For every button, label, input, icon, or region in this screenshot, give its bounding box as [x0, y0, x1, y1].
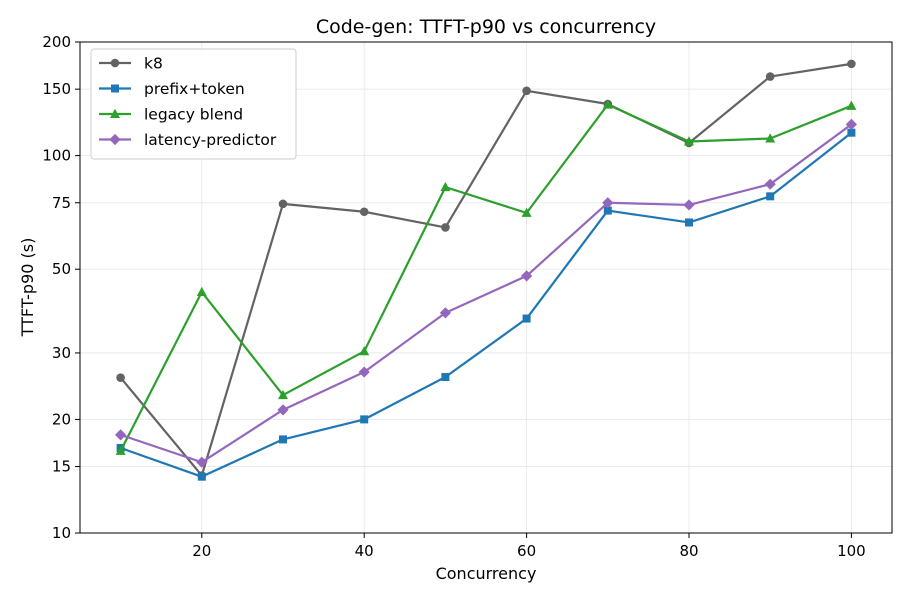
data-point	[358, 366, 370, 378]
data-point	[521, 207, 532, 217]
y-tick-label: 10	[52, 524, 71, 542]
data-point	[360, 415, 369, 424]
series-line	[120, 123, 853, 464]
legend-item: prefix+token	[99, 80, 245, 98]
data-point	[278, 389, 288, 400]
data-point	[766, 192, 775, 201]
data-point	[764, 178, 776, 190]
data-point	[847, 59, 856, 69]
data-point	[196, 456, 208, 468]
data-point	[277, 404, 289, 416]
chart-title: Code-gen: TTFT-p90 vs concurrency	[316, 16, 656, 38]
series-latency-predictor	[115, 118, 857, 468]
y-tick-label: 30	[52, 344, 71, 362]
data-point	[115, 445, 126, 455]
data-point	[602, 99, 613, 109]
data-point	[196, 286, 207, 297]
series-layer	[115, 59, 857, 481]
data-point	[603, 206, 612, 215]
data-point	[359, 207, 369, 217]
data-point	[846, 100, 857, 110]
data-point	[683, 199, 695, 211]
x-tick-label: 20	[192, 542, 211, 560]
legend-label: k8	[144, 55, 163, 73]
series-legacy-blend	[115, 99, 857, 455]
x-tick-label: 80	[679, 542, 698, 560]
data-point	[521, 270, 533, 282]
data-point	[847, 128, 856, 137]
y-tick-label: 150	[42, 80, 71, 98]
y-tick-label: 50	[52, 260, 71, 278]
data-point	[441, 223, 450, 232]
y-tick-label: 200	[42, 33, 71, 51]
legend-item: legacy blend	[99, 106, 243, 124]
legend-item: k8	[99, 55, 163, 73]
data-point	[115, 429, 127, 441]
legend-marker	[109, 133, 121, 146]
y-tick-label: 75	[52, 194, 71, 212]
y-tick-label: 20	[52, 410, 71, 428]
data-point	[279, 435, 287, 444]
legend-marker	[110, 58, 120, 68]
legend-label: legacy blend	[144, 106, 243, 124]
data-point	[522, 86, 531, 96]
data-point	[522, 314, 531, 323]
legend: k8 prefix+token legacy blend latency-predic…	[90, 48, 297, 160]
data-point	[439, 307, 451, 319]
x-axis-label: Concurrency	[436, 564, 537, 583]
data-point	[116, 373, 125, 382]
data-point	[765, 72, 775, 81]
legend-marker	[111, 84, 119, 93]
data-point	[602, 197, 614, 209]
data-point	[441, 373, 450, 382]
plot-area-frame	[79, 41, 893, 534]
data-point	[684, 136, 694, 146]
series-prefix-token	[116, 128, 856, 481]
data-point	[765, 133, 776, 143]
data-point	[440, 181, 451, 192]
x-tick-label: 100	[837, 542, 866, 560]
data-point	[685, 218, 693, 227]
series-line	[120, 131, 853, 478]
data-point	[278, 199, 288, 209]
data-point	[359, 346, 370, 356]
legend-label: latency-predictor	[144, 131, 277, 149]
x-tick-label: 40	[355, 542, 374, 560]
data-point	[197, 472, 206, 481]
legend-box	[90, 48, 297, 160]
x-tick-label: 60	[517, 542, 536, 560]
legend-label: prefix+token	[144, 80, 245, 98]
y-tick-label: 100	[42, 147, 71, 165]
series-line	[119, 103, 852, 452]
data-point	[845, 118, 857, 130]
series-line	[119, 62, 852, 477]
y-tick-label: 15	[52, 458, 71, 476]
axis-ticks: 20 40 60 80 100 10 15 20 30 50 75 100 150 200	[42, 33, 865, 560]
legend-item: latency-predictor	[99, 131, 277, 149]
legend-marker	[110, 108, 120, 118]
y-axis-label: TTFT-p90 (s)	[18, 238, 37, 338]
